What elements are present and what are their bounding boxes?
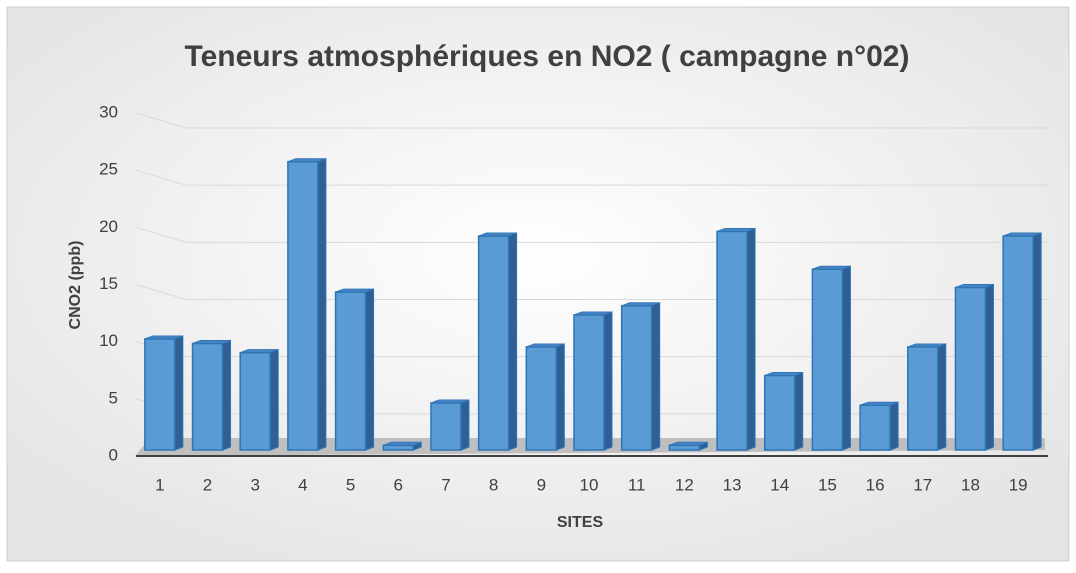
x-tick-label: 15	[818, 475, 837, 494]
x-tick-label: 1	[155, 475, 164, 494]
bar-face	[937, 343, 947, 451]
x-tick-label: 9	[537, 475, 546, 494]
bar-face	[555, 343, 565, 451]
bar	[287, 158, 327, 451]
grid-line	[135, 284, 1048, 300]
bar	[525, 343, 565, 451]
bar-face	[430, 402, 462, 451]
bar-face	[382, 444, 415, 451]
x-tick-label: 12	[675, 475, 694, 494]
bar-face	[573, 314, 605, 451]
x-tick-label: 19	[1009, 475, 1028, 494]
x-tick-label: 2	[203, 475, 212, 494]
bar-face	[668, 444, 701, 451]
bar-face	[907, 346, 939, 451]
y-tick-label: 15	[99, 274, 118, 293]
x-tick-label: 18	[961, 475, 980, 494]
bar-face	[984, 283, 994, 451]
bar	[620, 302, 661, 451]
bar-face	[269, 348, 279, 451]
y-tick-label: 20	[99, 217, 118, 236]
bar	[954, 283, 994, 451]
bar-face	[508, 232, 518, 451]
bar-face	[287, 160, 319, 451]
bar-face	[460, 399, 470, 451]
bar	[239, 348, 279, 451]
x-tick-label: 8	[489, 475, 498, 494]
grid-line	[135, 169, 1048, 186]
bar-face	[716, 230, 748, 451]
bar-face	[763, 374, 796, 451]
bar-face	[525, 346, 558, 451]
y-tick-label: 25	[99, 160, 118, 179]
x-tick-label: 3	[250, 475, 259, 494]
x-tick-label: 10	[580, 475, 599, 494]
x-tick-label: 16	[866, 475, 885, 494]
bar	[907, 343, 947, 451]
x-tick-label: 7	[441, 475, 450, 494]
bar	[811, 265, 851, 451]
bar-face	[222, 339, 232, 451]
bar	[859, 401, 899, 451]
chart-background	[6, 6, 1070, 562]
x-tick-label: 5	[346, 475, 355, 494]
bar-face	[239, 351, 271, 451]
bar	[716, 227, 756, 451]
bar-face	[1032, 232, 1042, 451]
bar-face	[811, 268, 844, 451]
bar	[191, 339, 232, 451]
x-tick-label: 6	[394, 475, 403, 494]
bar	[382, 441, 422, 451]
bar-face	[889, 401, 899, 451]
bar	[334, 288, 375, 451]
bar	[477, 232, 518, 451]
bar-face	[191, 342, 224, 451]
bar-face	[954, 286, 987, 451]
x-tick-label: 17	[913, 475, 932, 494]
x-tick-label: 13	[723, 475, 742, 494]
x-tick-label: 11	[628, 475, 646, 494]
bar	[1002, 232, 1042, 451]
bar-face	[365, 288, 375, 451]
bar-face	[144, 338, 176, 451]
chart-title: Teneurs atmosphériques en NO2 ( campagne…	[185, 40, 910, 73]
y-tick-label: 0	[109, 445, 118, 464]
bar-face	[746, 227, 756, 451]
bar	[144, 335, 184, 451]
x-axis-label: SITES	[557, 514, 604, 531]
bar	[430, 399, 470, 451]
bar-face	[174, 335, 184, 451]
bar-face	[317, 158, 327, 451]
y-tick-label: 30	[99, 102, 118, 121]
bar-face	[334, 291, 367, 451]
bar	[763, 371, 804, 451]
y-tick-label: 5	[109, 388, 118, 407]
bar-face	[1002, 235, 1034, 451]
y-tick-label: 10	[99, 331, 118, 350]
x-tick-label: 14	[770, 475, 789, 494]
x-tick-label: 4	[298, 475, 307, 494]
bar-face	[477, 235, 510, 451]
bar	[668, 441, 708, 451]
grid-line	[135, 226, 1048, 243]
bar-face	[841, 265, 851, 451]
bar-face	[794, 371, 804, 451]
y-axis-label: CNO2 (ppb)	[67, 241, 84, 330]
bar-face	[859, 404, 891, 451]
bar-face	[620, 305, 653, 451]
grid-line	[135, 112, 1048, 129]
bar-face	[603, 311, 613, 451]
bar	[573, 311, 613, 451]
bar-face	[651, 302, 661, 451]
